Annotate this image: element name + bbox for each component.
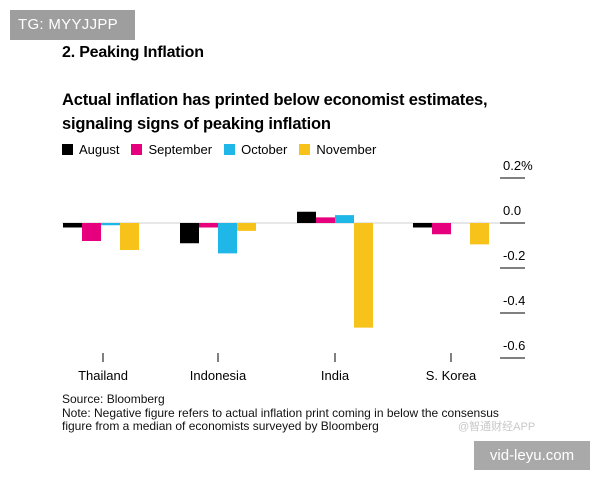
chart-headline: Actual inflation has printed below econo… bbox=[62, 88, 562, 136]
bar-s-korea-september bbox=[432, 223, 451, 235]
bar-india-november bbox=[354, 223, 373, 328]
chart-footer: Source: Bloomberg Note: Negative figure … bbox=[62, 392, 502, 434]
bar-thailand-september bbox=[82, 223, 101, 241]
x-category-label: Indonesia bbox=[190, 368, 247, 383]
legend-swatch bbox=[224, 144, 236, 155]
bar-indonesia-august bbox=[180, 223, 199, 244]
legend-swatch bbox=[299, 144, 311, 155]
bar-indonesia-october bbox=[218, 223, 237, 254]
y-tick-label: 0.2% bbox=[503, 158, 533, 173]
legend-item-october: October bbox=[224, 142, 287, 157]
legend-label: August bbox=[79, 142, 120, 157]
bar-thailand-october bbox=[101, 223, 120, 226]
legend-item-september: September bbox=[131, 142, 212, 157]
legend-label: November bbox=[316, 142, 377, 157]
legend-label: October bbox=[241, 142, 288, 157]
bar-india-september bbox=[316, 217, 335, 223]
watermark-tg-badge: TG: MYYJJPP bbox=[10, 10, 135, 40]
headline-line-2: signaling signs of peaking inflation bbox=[62, 115, 331, 133]
y-tick-label: 0.0 bbox=[503, 203, 521, 218]
x-category-label: Thailand bbox=[78, 368, 128, 383]
x-category-label: S. Korea bbox=[426, 368, 477, 383]
y-tick-label: -0.6 bbox=[503, 338, 525, 353]
section-title: 2. Peaking Inflation bbox=[62, 44, 204, 61]
headline-line-1: Actual inflation has printed below econo… bbox=[62, 91, 488, 109]
x-category-label: India bbox=[321, 368, 350, 383]
legend-item-august: August bbox=[62, 142, 119, 157]
watermark-site-badge: vid-leyu.com bbox=[474, 441, 590, 470]
footnote-line-2: figure from a median of economists surve… bbox=[62, 419, 379, 433]
chart-legend: August September October November bbox=[62, 142, 376, 157]
watermark-faint-text: @智通财经APP bbox=[458, 421, 536, 433]
bar-indonesia-september bbox=[199, 223, 218, 228]
legend-swatch bbox=[62, 144, 73, 155]
y-tick-label: -0.4 bbox=[503, 293, 525, 308]
bar-s-korea-november bbox=[470, 223, 489, 245]
y-tick-label: -0.2 bbox=[503, 248, 525, 263]
bar-thailand-november bbox=[120, 223, 139, 250]
bar-thailand-august bbox=[63, 223, 82, 228]
legend-swatch bbox=[131, 144, 143, 155]
bar-india-august bbox=[297, 211, 316, 223]
legend-label: September bbox=[148, 142, 213, 157]
legend-item-november: November bbox=[299, 142, 376, 157]
footnote-line-1: Note: Negative figure refers to actual i… bbox=[62, 405, 499, 420]
bar-indonesia-november bbox=[237, 223, 256, 231]
bar-s-korea-august bbox=[413, 223, 432, 228]
bar-india-october bbox=[335, 215, 354, 223]
source-note: Source: Bloomberg bbox=[62, 392, 165, 406]
